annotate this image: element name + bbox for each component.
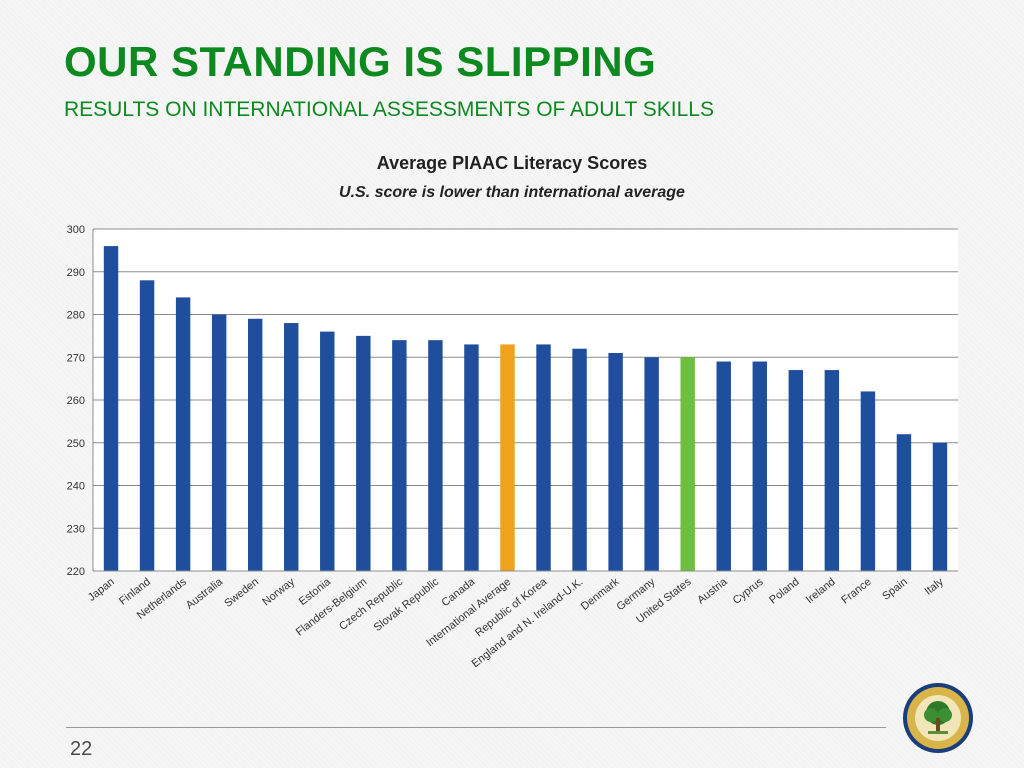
x-tick-label: Slovak Republic: [372, 576, 442, 634]
x-tick-label: Sweden: [222, 576, 261, 610]
slide-title: OUR STANDING IS SLIPPING: [64, 38, 657, 85]
x-tick-label: Cyprus: [731, 576, 766, 607]
x-tick-label: Spain: [880, 576, 910, 603]
x-tick-label: Italy: [923, 576, 947, 598]
bar-france: [860, 391, 876, 571]
y-tick-label: 240: [67, 481, 85, 493]
bar-international-average: [500, 344, 515, 571]
bar-slovak-republic: [428, 340, 443, 571]
y-tick-label: 300: [67, 224, 85, 236]
x-tick-label: Norway: [260, 576, 297, 609]
bar-sweden: [247, 318, 263, 571]
x-tick-label: Poland: [767, 576, 801, 607]
bar-norway: [284, 323, 299, 571]
x-tick-label: Japan: [86, 576, 117, 604]
page-number: 22: [70, 738, 93, 760]
bar-austria: [716, 361, 731, 571]
y-tick-label: 220: [67, 566, 85, 578]
bar-italy: [932, 442, 948, 571]
department-of-education-seal-icon: [903, 683, 973, 753]
y-tick-label: 280: [67, 310, 85, 322]
y-tick-label: 290: [67, 267, 85, 279]
bar-japan: [103, 246, 119, 571]
bar-netherlands: [175, 297, 191, 571]
y-tick-label: 270: [67, 352, 85, 364]
bar-germany: [644, 357, 659, 571]
bar-spain: [896, 434, 912, 571]
bar-united-states: [680, 357, 695, 571]
bar-australia: [211, 314, 227, 571]
chart-subtitle: U.S. score is lower than international a…: [339, 184, 685, 201]
x-tick-label: Ireland: [804, 576, 838, 606]
bar-flanders-belgium: [356, 335, 371, 571]
bar-finland: [139, 280, 155, 571]
bar-estonia: [320, 331, 335, 571]
bar-cyprus: [752, 361, 767, 571]
y-tick-label: 230: [67, 523, 85, 535]
slide-subtitle: RESULTS ON INTERNATIONAL ASSESSMENTS OF …: [64, 98, 714, 121]
bar-republic-of-korea: [536, 344, 551, 571]
bar-denmark: [608, 352, 623, 571]
x-tick-label: Australia: [184, 575, 226, 611]
y-tick-label: 260: [67, 395, 85, 407]
footer-divider: [66, 727, 886, 728]
x-tick-label: Denmark: [579, 576, 622, 613]
bar-england-and-n-ireland-u-k-: [572, 348, 587, 571]
y-tick-label: 250: [67, 438, 85, 450]
chart-title: Average PIAAC Literacy Scores: [376, 153, 648, 173]
bar-ireland: [824, 370, 840, 571]
bar-poland: [788, 370, 804, 571]
bar-canada: [464, 344, 479, 571]
bar-czech-republic: [392, 340, 407, 571]
x-tick-label: France: [839, 576, 873, 607]
x-tick-label: Austria: [695, 575, 730, 606]
